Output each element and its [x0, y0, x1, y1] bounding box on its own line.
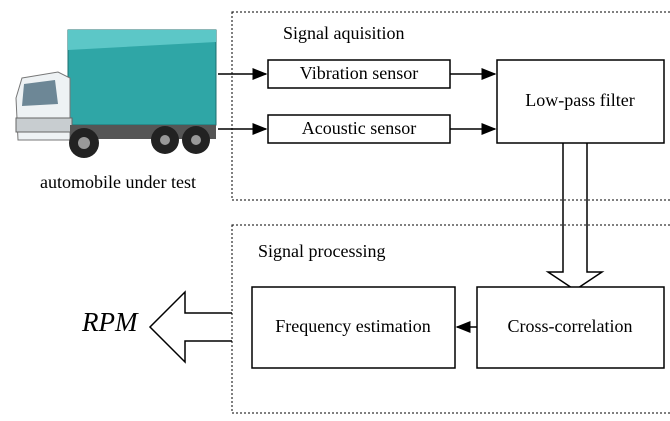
filter-box	[496, 59, 665, 144]
frequency-box	[251, 286, 456, 369]
hollow-arrow	[148, 290, 232, 364]
box-label: Low-pass filter	[525, 90, 634, 110]
truck	[15, 29, 217, 158]
vehicle-label: automobile under test	[40, 172, 196, 192]
group-title: Signal processing	[258, 241, 386, 261]
box-label: Cross-correlation	[508, 316, 633, 336]
processing-group	[231, 224, 670, 414]
hollow-arrow	[545, 143, 605, 291]
output-label: RPM	[81, 307, 139, 337]
acquisition-group	[231, 11, 670, 201]
box-label: Acoustic sensor	[302, 118, 416, 138]
acoustic-box	[267, 114, 451, 144]
box-label: Vibration sensor	[300, 63, 418, 83]
vibration-box	[267, 59, 451, 89]
correlation-box	[476, 286, 665, 369]
box-label: Frequency estimation	[275, 316, 430, 336]
group-title: Signal aquisition	[283, 23, 405, 43]
